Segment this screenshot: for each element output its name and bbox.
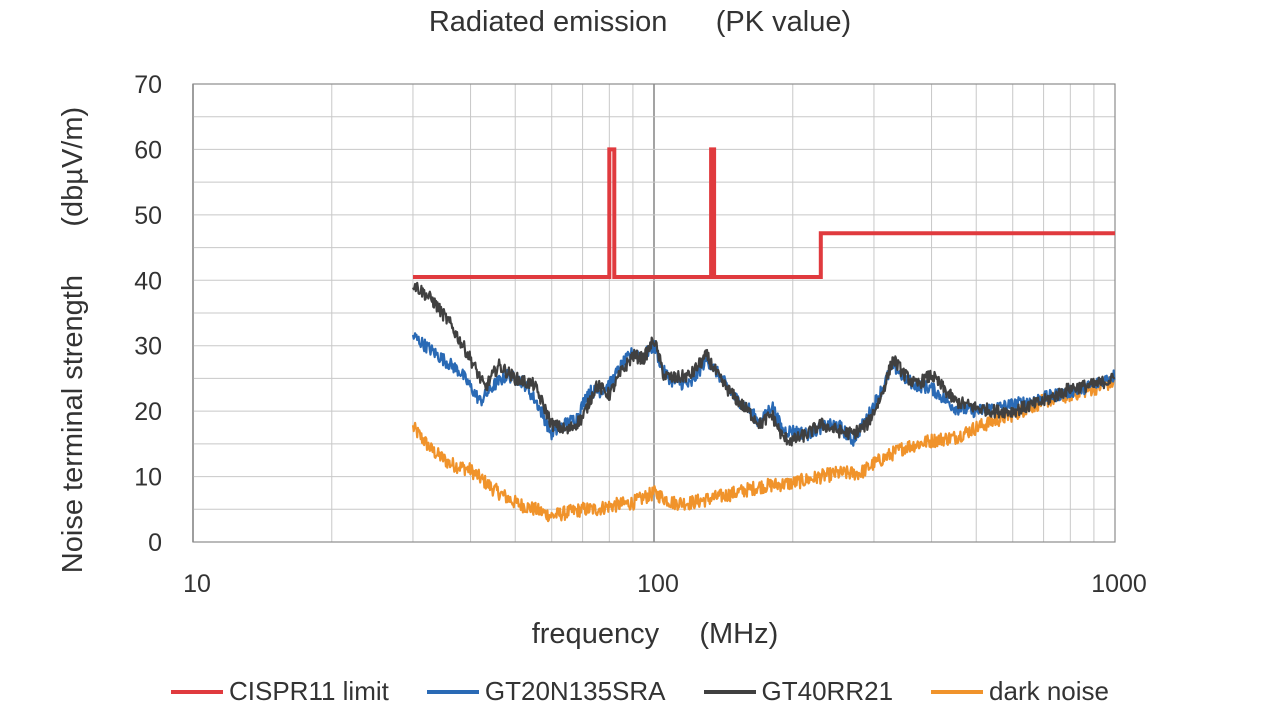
legend-label: GT20N135SRA: [484, 676, 666, 706]
y-axis-label: Noise terminal strength (dbµV/m): [57, 107, 89, 573]
chart-ticks: 10 100 1000 0 10 20 30 40 50 60 70: [134, 71, 1147, 598]
legend-item: GT40RR21: [703, 676, 894, 707]
y-tick-label: 10: [134, 464, 162, 492]
x-axis-label: frequency (MHz): [532, 618, 779, 650]
legend-item: GT20N135SRA: [426, 676, 666, 707]
chart-axes: [192, 83, 1116, 543]
y-tick-label: 20: [134, 398, 162, 426]
chart-grid: [192, 83, 1115, 543]
y-tick-label: 70: [134, 71, 162, 99]
x-tick-label: 1000: [1091, 570, 1147, 598]
x-tick-label: 10: [183, 570, 211, 598]
y-tick-label: 40: [134, 267, 162, 295]
chart-title: Radiated emission (PK value): [428, 6, 852, 38]
legend-swatch: [703, 689, 756, 694]
legend-label: CISPR11 limit: [228, 676, 389, 706]
y-tick-label: 0: [148, 529, 162, 557]
series-line-dark-noise: [411, 375, 1116, 523]
chart-series: [411, 147, 1116, 523]
legend-item: CISPR11 limit: [170, 676, 389, 707]
plot-border: [192, 83, 1116, 543]
legend-label: GT40RR21: [761, 676, 894, 706]
legend-swatch: [170, 689, 223, 694]
x-tick-label: 100: [637, 570, 679, 598]
legend-item: dark noise: [931, 676, 1109, 707]
y-tick-label: 60: [134, 136, 162, 164]
legend-swatch: [931, 689, 984, 694]
chart-legend: CISPR11 limit GT20N135SRA GT40RR21 dark noi…: [0, 676, 1280, 707]
series-line-gt20n135sra: [411, 332, 1116, 447]
legend-swatch: [426, 689, 479, 694]
y-tick-label: 30: [134, 333, 162, 361]
series-line-cispr11-limit: [413, 147, 1115, 279]
y-tick-label: 50: [134, 202, 162, 230]
series-line-gt40rr21: [411, 281, 1116, 447]
legend-label: dark noise: [989, 676, 1109, 706]
